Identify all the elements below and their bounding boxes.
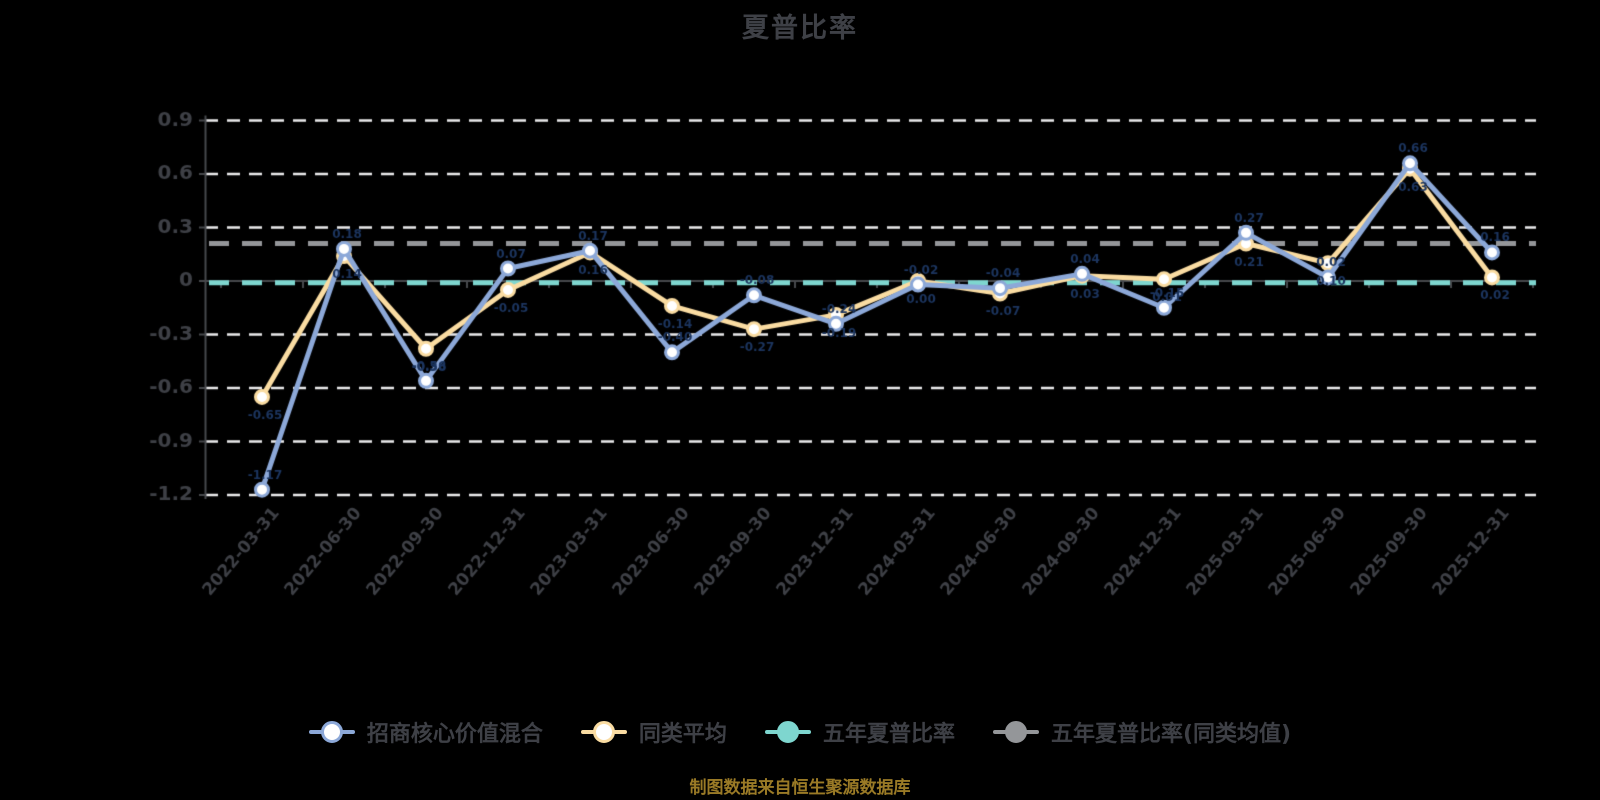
legend-circle-icon <box>320 721 343 743</box>
data-source-caption: 制图数据来自恒生聚源数据库 <box>689 778 911 798</box>
legend-item-category-average[interactable]: 同类平均 <box>580 716 727 748</box>
legend-label: 五年夏普比率(同类均值) <box>1050 722 1292 747</box>
legend-label: 招商核心价值混合 <box>366 722 543 747</box>
legend-label: 同类平均 <box>638 722 727 747</box>
sharpe-ratio-line-chart <box>0 0 1600 680</box>
legend-line-marker-icon <box>992 721 1039 743</box>
legend-line-marker-icon <box>764 721 811 743</box>
legend-item-5y-sharpe-category-average[interactable]: 五年夏普比率(同类均值) <box>992 716 1292 748</box>
legend-item-fund[interactable]: 招商核心价值混合 <box>308 716 543 748</box>
legend-line-marker-icon <box>580 721 627 743</box>
legend-circle-icon <box>592 721 615 743</box>
legend-circle-icon <box>1004 721 1027 743</box>
legend-item-5y-sharpe[interactable]: 五年夏普比率 <box>764 716 955 748</box>
chart-legend: 招商核心价值混合 同类平均 五年夏普比率 五年夏普比率(同类均值) <box>0 716 1600 748</box>
legend-label: 五年夏普比率 <box>822 722 955 747</box>
legend-circle-icon <box>776 721 799 743</box>
legend-line-marker-icon <box>308 721 355 743</box>
